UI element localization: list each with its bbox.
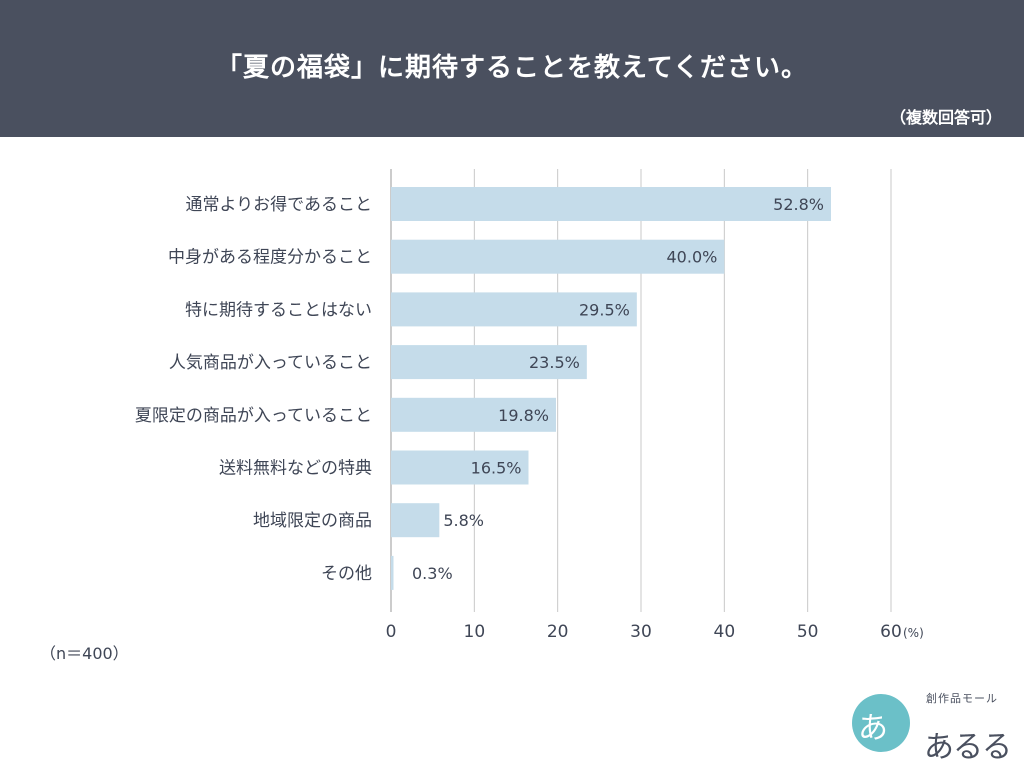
data-label: 40.0%	[667, 248, 718, 267]
bar	[391, 239, 725, 274]
data-label: 29.5%	[579, 300, 630, 319]
category-label: 中身がある程度分かること	[168, 248, 372, 268]
logo-subtitle: 創作品モール	[926, 692, 998, 705]
bar	[391, 397, 556, 432]
data-label: 16.5%	[471, 459, 522, 478]
category-label: 通常よりお得であること	[186, 195, 373, 215]
tick-label: 50	[797, 622, 819, 642]
axis-unit: (%)	[903, 626, 924, 640]
sample-size-note: （n＝400）	[40, 644, 129, 663]
header-banner: 「夏の福袋」に期待することを教えてください。 （複数回答可）	[0, 0, 1024, 137]
bar	[391, 345, 587, 380]
data-label: 0.3%	[412, 564, 453, 583]
bar-chart: 通常よりお得であること 52.8% 中身がある程度分かること 40.0% 特に期待するこ…	[135, 169, 924, 642]
data-label: 5.8%	[443, 511, 484, 530]
category-label: 送料無料などの特典	[219, 459, 372, 479]
category-label: 人気商品が入っていること	[169, 353, 372, 373]
tick-label: 0	[386, 622, 397, 642]
data-label: 52.8%	[773, 195, 824, 214]
bar	[391, 292, 637, 327]
logo-glyph: あ	[858, 711, 888, 746]
category-label: 地域限定の商品	[253, 511, 372, 531]
bar	[391, 450, 529, 485]
chart-title: 「夏の福袋」に期待することを教えてください。	[216, 53, 808, 83]
tick-label: 10	[464, 622, 486, 642]
data-label: 23.5%	[529, 353, 580, 372]
category-label: その他	[321, 564, 372, 584]
tick-label: 30	[630, 622, 652, 642]
tick-label: 20	[547, 622, 569, 642]
category-label: 特に期待することはない	[185, 300, 372, 320]
bar	[391, 187, 831, 221]
bar	[391, 503, 440, 538]
logo-text: あるる	[924, 730, 1012, 765]
bar	[391, 555, 394, 590]
data-label: 19.8%	[498, 406, 549, 425]
chart-subtitle: （複数回答可）	[889, 108, 1002, 127]
category-label: 夏限定の商品が入っていること	[135, 406, 372, 426]
logo-badge	[852, 694, 910, 752]
tick-label: 60	[880, 622, 902, 642]
tick-label: 40	[714, 622, 736, 642]
